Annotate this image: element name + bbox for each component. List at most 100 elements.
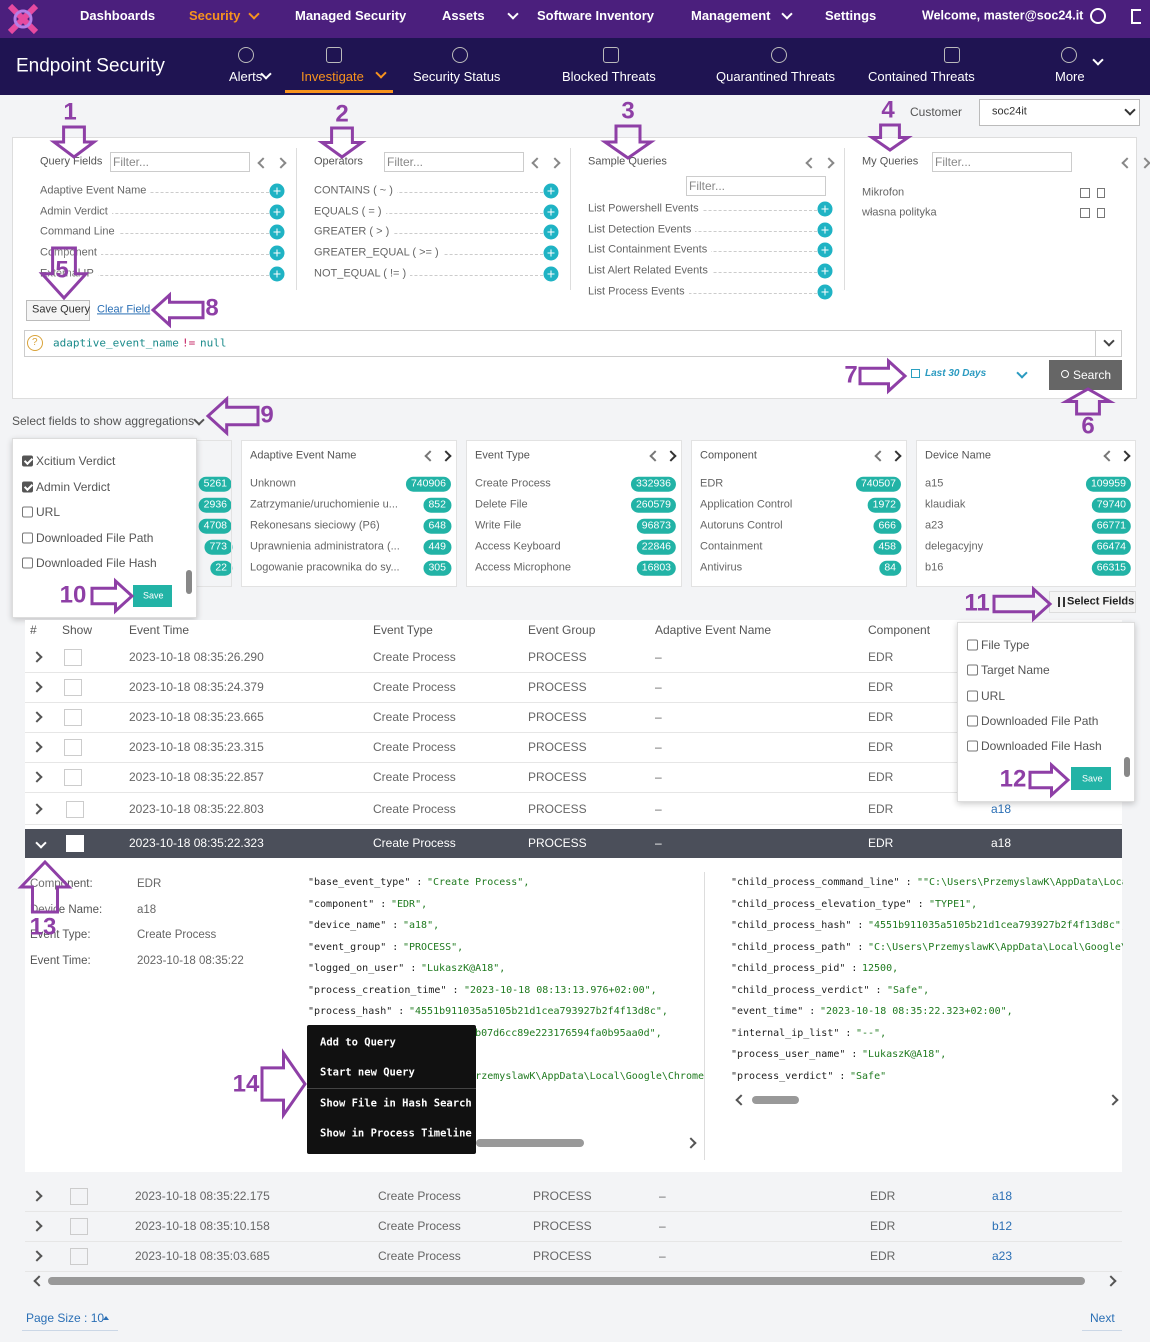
checkbox[interactable] [22, 455, 33, 467]
panel-item[interactable]: List Powershell Events [588, 202, 703, 216]
filter-box[interactable] [384, 152, 524, 172]
cell[interactable]: a23 [992, 1248, 1013, 1263]
chart-icon[interactable] [66, 801, 84, 818]
menu-item[interactable]: Show in Process Timeline [320, 1127, 472, 1140]
add-button[interactable] [543, 245, 559, 261]
add-button[interactable] [269, 183, 285, 199]
add-button[interactable] [543, 204, 559, 220]
panel-item[interactable]: CONTAINS ( ~ ) [314, 184, 397, 198]
chart-icon[interactable] [64, 649, 82, 666]
add-button[interactable] [543, 183, 559, 199]
checkbox[interactable] [967, 639, 978, 651]
filter-box[interactable] [932, 152, 1072, 172]
tab[interactable]: More [1055, 69, 1085, 85]
chart-icon[interactable] [64, 679, 82, 696]
nav-item[interactable]: Managed Security [295, 8, 407, 24]
panel-item[interactable]: List Alert Related Events [588, 264, 712, 278]
nav-item[interactable]: Security [189, 8, 241, 24]
chart-icon[interactable] [70, 1248, 88, 1265]
cell[interactable]: a18 [991, 801, 1012, 816]
panel-item[interactable]: Mikrofon [862, 186, 909, 200]
cell[interactable]: a18 [991, 835, 1012, 850]
add-button[interactable] [817, 284, 833, 300]
checkbox[interactable] [967, 740, 978, 752]
add-button[interactable] [817, 242, 833, 258]
add-button[interactable] [269, 245, 285, 261]
select-fields-label: Select Fields [1067, 595, 1135, 608]
tab[interactable]: Quarantined Threats [716, 69, 835, 85]
checkbox[interactable] [22, 557, 33, 569]
add-button[interactable] [543, 224, 559, 240]
cell[interactable]: b12 [992, 1218, 1013, 1233]
nav-item[interactable]: Dashboards [80, 8, 156, 24]
delete-icon[interactable] [1097, 188, 1105, 198]
row-separator [25, 732, 1122, 733]
filter-box[interactable] [686, 176, 826, 196]
clear-field-link[interactable]: Clear Field [97, 303, 151, 316]
chart-icon[interactable] [64, 739, 82, 756]
menu-item[interactable]: Start new Query [320, 1066, 415, 1079]
panel-item[interactable]: External IP [40, 267, 98, 281]
settings-icon[interactable] [1090, 8, 1106, 24]
chart-icon[interactable] [64, 709, 82, 726]
menu-item[interactable]: Show File in Hash Search [320, 1097, 472, 1110]
add-button[interactable] [817, 222, 833, 238]
save-query-button[interactable] [26, 300, 90, 321]
next-link[interactable]: Next [1090, 1310, 1115, 1325]
checkbox[interactable] [967, 690, 978, 702]
panel-item[interactable]: List Detection Events [588, 223, 696, 237]
filter-box[interactable] [110, 152, 250, 172]
cell[interactable]: a18 [992, 1188, 1013, 1203]
save-button[interactable] [133, 585, 172, 607]
panel-item[interactable]: List Containment Events [588, 243, 712, 257]
checkbox[interactable] [22, 481, 33, 492]
panel-item[interactable]: Component [40, 246, 101, 260]
delete-icon[interactable] [1097, 208, 1105, 218]
add-button[interactable] [543, 266, 559, 282]
chart-icon[interactable] [66, 835, 84, 852]
chart-icon[interactable] [70, 1188, 88, 1205]
nav-item[interactable]: Software Inventory [537, 8, 655, 24]
add-button[interactable] [817, 201, 833, 217]
save-button[interactable] [1071, 767, 1111, 790]
checkbox[interactable] [22, 506, 33, 518]
tab[interactable]: Contained Threats [868, 69, 975, 85]
page-size[interactable]: Page Size : 10 [26, 1310, 105, 1325]
panel-item[interactable]: NOT_EQUAL ( != ) [314, 267, 411, 281]
tab[interactable]: Investigate [301, 69, 364, 85]
panel-item[interactable]: własna polityka [862, 206, 941, 220]
nav-item[interactable]: Assets [442, 8, 485, 24]
add-button[interactable] [269, 266, 285, 282]
nav-item[interactable]: Settings [825, 8, 877, 24]
panel-item[interactable]: GREATER ( > ) [314, 225, 394, 239]
customer-select[interactable] [979, 99, 1140, 126]
edit-icon[interactable] [1080, 188, 1090, 198]
tab[interactable]: Security Status [413, 69, 501, 85]
aggregations-label[interactable]: Select fields to show aggregations [12, 413, 195, 428]
panel-item[interactable]: Adaptive Event Name [40, 184, 151, 198]
panel-item[interactable]: Command Line [40, 225, 119, 239]
chart-icon[interactable] [70, 1218, 88, 1235]
add-button[interactable] [817, 263, 833, 279]
nav-item[interactable]: Management [691, 8, 771, 24]
chevron [31, 1190, 43, 1202]
panel-item[interactable]: EQUALS ( = ) [314, 205, 386, 219]
panel-item[interactable]: GREATER_EQUAL ( >= ) [314, 246, 443, 260]
menu-item[interactable]: Add to Query [320, 1036, 396, 1049]
checkbox[interactable] [22, 532, 33, 543]
checkbox[interactable] [967, 715, 978, 727]
panel-item[interactable]: Admin Verdict [40, 205, 112, 219]
search-icon [1061, 370, 1069, 378]
chart-icon[interactable] [64, 769, 82, 786]
panel-item[interactable]: List Process Events [588, 285, 689, 299]
tab[interactable]: Blocked Threats [562, 69, 656, 85]
checkbox[interactable] [967, 664, 978, 676]
tab[interactable]: Alerts [229, 69, 263, 85]
logout-icon[interactable] [1131, 9, 1141, 24]
count-badge: 458 [873, 539, 901, 555]
edit-icon[interactable] [1080, 208, 1090, 218]
query-input[interactable] [24, 330, 1122, 357]
add-button[interactable] [269, 224, 285, 240]
add-button[interactable] [269, 204, 285, 220]
date-range[interactable]: Last 30 Days [925, 368, 987, 379]
